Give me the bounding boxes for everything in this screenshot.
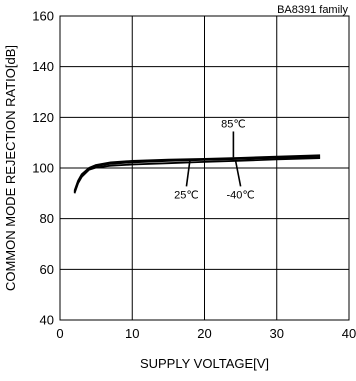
- y-tick-label: 80: [40, 211, 54, 226]
- y-tick-label: 120: [32, 110, 54, 125]
- y-tick-label: 60: [40, 262, 54, 277]
- y-axis-title: COMMON MODE REJECTION RATIO[dB]: [3, 45, 18, 291]
- x-tick-label: 0: [56, 326, 63, 341]
- y-tick-label: 100: [32, 161, 54, 176]
- annotation-label: -40℃: [226, 189, 254, 201]
- x-tick-label: 40: [342, 326, 356, 341]
- annotation-label: 25℃: [174, 189, 199, 201]
- annotation-leader: [234, 160, 242, 187]
- tick-labels: 0 10 20 30 40 40 60 80 100 120 140 160: [32, 9, 356, 342]
- annotations: 85℃ 25℃ -40℃: [174, 118, 255, 201]
- series-lines: [73, 154, 321, 194]
- x-axis-title: SUPPLY VOLTAGE[V]: [140, 356, 269, 371]
- annotation-label: 85℃: [221, 118, 246, 130]
- x-tick-label: 10: [125, 326, 139, 341]
- annotation-leader: [185, 159, 191, 187]
- y-tick-label: 40: [40, 313, 54, 328]
- x-tick-label: 30: [270, 326, 284, 341]
- plot-frame: [59, 15, 350, 321]
- family-label: BA8391 family: [277, 4, 348, 16]
- x-tick-label: 20: [197, 326, 211, 341]
- y-tick-label: 160: [32, 9, 54, 24]
- y-tick-label: 140: [32, 59, 54, 74]
- grid: [60, 16, 349, 320]
- series-line-2: [73, 157, 321, 194]
